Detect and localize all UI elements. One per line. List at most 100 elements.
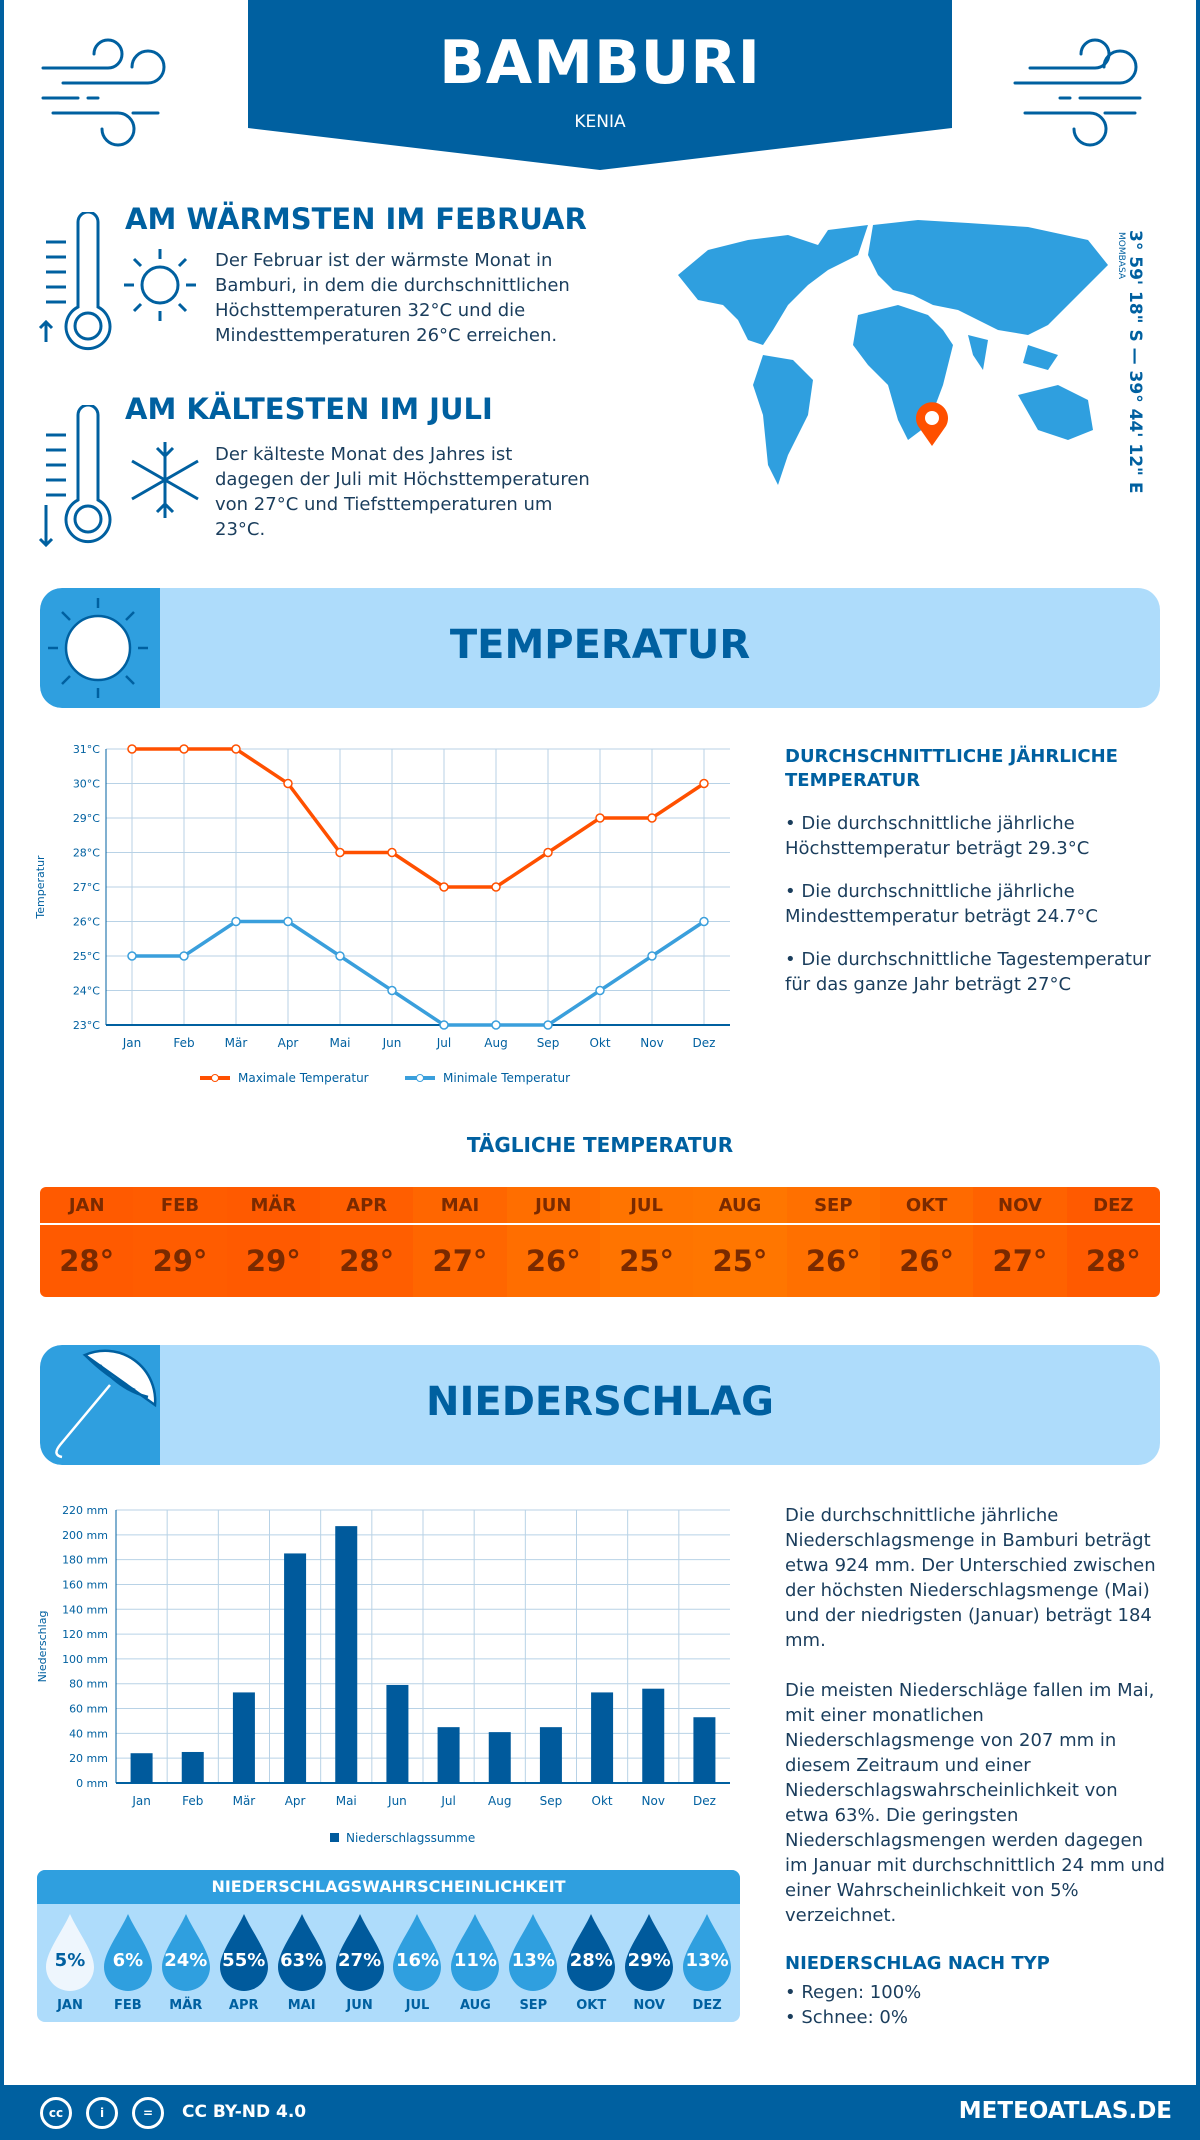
probability-item: 29% NOV xyxy=(620,1904,678,2022)
data-point xyxy=(179,744,189,754)
probability-item: 55% APR xyxy=(215,1904,273,2022)
raindrop-icon xyxy=(277,1914,326,1991)
data-point xyxy=(543,847,553,858)
daily-column: JUN 26° xyxy=(506,1187,600,1297)
daily-temp-value: 27° xyxy=(992,1244,1048,1278)
probability-value: 5% xyxy=(54,1950,86,1971)
y-tick-label: 200 mm xyxy=(62,1529,108,1542)
precipitation-banner: NIEDERSCHLAG xyxy=(40,1345,1160,1465)
legend-marker xyxy=(416,1074,424,1082)
y-tick-label: 29°C xyxy=(73,812,100,825)
license-text: CC BY-ND 4.0 xyxy=(182,2102,307,2122)
world-map xyxy=(678,220,1108,485)
precip-type: • Schnee: 0% xyxy=(785,2007,908,2028)
daily-temp-value: 29° xyxy=(245,1244,301,1278)
temperature-chart: 23°C 24°C 25°C 26°C 27°C 28°C 29°C 30°C 31°C Jan F… xyxy=(34,743,730,1085)
site-link[interactable]: METEOATLAS.DE xyxy=(958,2098,1172,2124)
y-tick-label: 28°C xyxy=(73,847,100,860)
y-axis-label: Niederschlag xyxy=(36,1611,49,1683)
precip-type: • Regen: 100% xyxy=(785,1982,922,2003)
month-label: MÄR xyxy=(169,1998,203,2013)
bar xyxy=(181,1751,204,1783)
daily-column: FEB 29° xyxy=(133,1187,227,1297)
x-tick-label: Apr xyxy=(278,1036,299,1050)
y-tick-label: 180 mm xyxy=(62,1554,108,1567)
bar xyxy=(642,1688,665,1783)
data-point xyxy=(335,951,345,961)
probability-value: 13% xyxy=(511,1950,555,1971)
month-label: AUG xyxy=(459,1998,491,2013)
bar xyxy=(232,1692,255,1783)
x-tick-label: Jul xyxy=(440,1794,455,1808)
raindrop-icon xyxy=(451,1914,500,1991)
precipitation-paragraph: Die meisten Niederschläge fallen im Mai,… xyxy=(785,1680,1165,1926)
data-point xyxy=(283,916,293,927)
y-tick-label: 26°C xyxy=(73,916,100,929)
thermometer-warm-icon xyxy=(38,212,112,351)
data-point xyxy=(439,1020,449,1030)
y-tick-label: 23°C xyxy=(73,1019,100,1032)
legend-swatch xyxy=(330,1833,339,1842)
daily-column: AUG 25° xyxy=(693,1187,787,1297)
raindrop-icon xyxy=(219,1914,268,1991)
probability-item: 5% JAN xyxy=(41,1904,99,2022)
raindrop-icon xyxy=(103,1914,152,1991)
warmest-text: Der Februar ist der wärmste Monat in Bam… xyxy=(215,250,570,346)
month-label: NOV xyxy=(633,1998,665,2013)
header-banner xyxy=(248,0,952,170)
raindrop-icon xyxy=(509,1914,558,1991)
probability-item: 16% JUL xyxy=(389,1904,447,2022)
data-point xyxy=(231,744,241,754)
data-point xyxy=(699,916,709,927)
data-point xyxy=(491,1020,501,1030)
month-label: JAN xyxy=(57,1998,83,2013)
y-tick-label: 20 mm xyxy=(69,1752,108,1765)
month-label: JUL xyxy=(405,1998,430,2013)
precipitation-probability: NIEDERSCHLAGSWAHRSCHEINLICHKEIT 5% JAN 6% F… xyxy=(37,1870,740,2022)
data-point xyxy=(231,916,241,927)
bar xyxy=(130,1753,153,1783)
probability-item: 13% DEZ xyxy=(678,1904,736,2022)
bar xyxy=(437,1727,460,1783)
raindrop-icon xyxy=(45,1914,94,1991)
location-pin-icon xyxy=(916,402,948,446)
probability-item: 24% MÄR xyxy=(157,1904,215,2022)
x-tick-label: Jan xyxy=(122,1036,142,1050)
x-tick-label: Mai xyxy=(329,1036,350,1050)
x-tick-label: Dez xyxy=(693,1036,716,1050)
probability-value: 13% xyxy=(685,1950,729,1971)
region-label: MOMBASA xyxy=(1116,232,1126,279)
x-tick-label: Feb xyxy=(173,1036,194,1050)
y-tick-label: 140 mm xyxy=(62,1603,108,1616)
x-tick-label: Jan xyxy=(131,1794,151,1808)
month-label: JAN xyxy=(40,1187,134,1225)
y-tick-label: 30°C xyxy=(73,778,100,791)
month-label: DEZ xyxy=(692,1998,722,2013)
data-point xyxy=(543,1020,553,1030)
daily-column: NOV 27° xyxy=(973,1187,1067,1297)
daily-temp-value: 25° xyxy=(712,1244,768,1278)
footer: cc i = CC BY-ND 4.0 METEOATLAS.DE xyxy=(0,2085,1200,2140)
bar xyxy=(539,1727,562,1783)
month-label: DEZ xyxy=(1066,1187,1160,1225)
x-tick-label: Apr xyxy=(285,1794,306,1808)
y-tick-label: 40 mm xyxy=(69,1727,108,1740)
x-tick-label: Mai xyxy=(336,1794,357,1808)
x-tick-label: Nov xyxy=(640,1036,663,1050)
raindrop-icon xyxy=(683,1914,732,1991)
data-point xyxy=(283,778,293,789)
data-point xyxy=(439,882,449,892)
month-label: AUG xyxy=(693,1187,787,1225)
y-tick-label: 220 mm xyxy=(62,1504,108,1517)
attribution-icon: i xyxy=(86,2097,118,2129)
daily-column: SEP 26° xyxy=(786,1187,880,1297)
y-tick-label: 24°C xyxy=(73,985,100,998)
probability-value: 55% xyxy=(222,1950,266,1971)
precipitation-paragraph: Die durchschnittliche jährliche Niedersc… xyxy=(785,1505,1156,1651)
data-point xyxy=(491,882,501,892)
x-tick-label: Okt xyxy=(589,1036,610,1050)
x-tick-label: Dez xyxy=(693,1794,716,1808)
coldest-heading: AM KÄLTESTEN IM JULI xyxy=(125,392,493,426)
y-tick-label: 27°C xyxy=(73,881,100,894)
bullet: • Die durchschnittliche jährliche Höchst… xyxy=(785,813,1090,859)
